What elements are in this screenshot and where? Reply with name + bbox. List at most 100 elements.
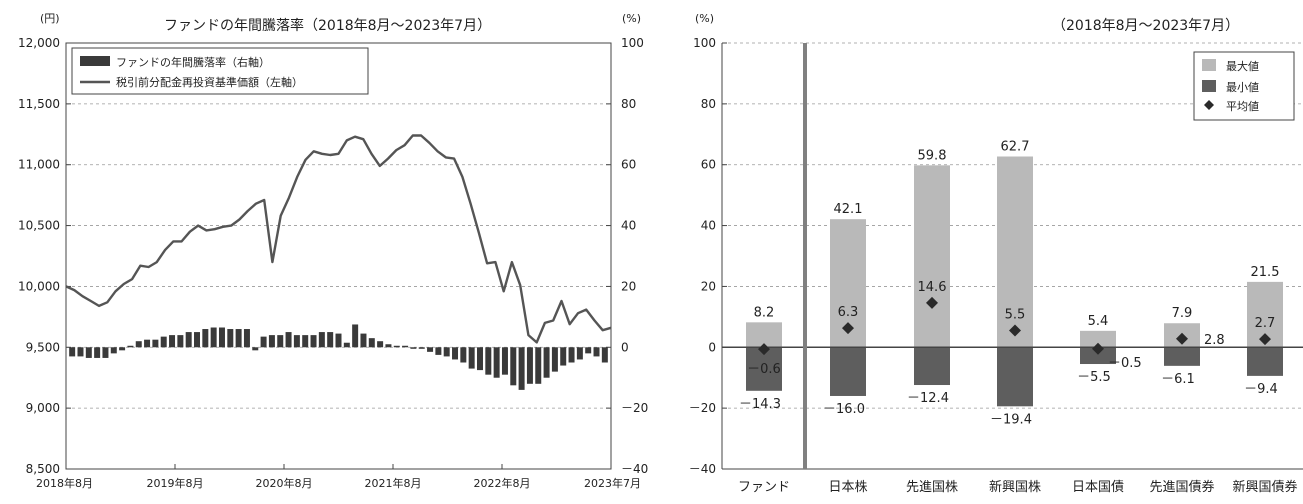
x-tick-label: 2019年8月 xyxy=(147,476,204,490)
return-bar xyxy=(285,332,292,348)
return-bar xyxy=(127,345,134,348)
max-label: 21.5 xyxy=(1251,265,1280,280)
category-label: 日本国債 xyxy=(1072,480,1124,495)
right-tick-label: 100 xyxy=(621,36,644,50)
avg-marker xyxy=(758,343,770,356)
return-bar xyxy=(493,347,500,378)
return-bar xyxy=(119,347,126,351)
y-tick-label: 60 xyxy=(701,158,716,172)
min-bar xyxy=(1164,347,1200,366)
x-tick-label: 2018年8月 xyxy=(36,476,93,490)
return-bar xyxy=(185,332,192,348)
y-tick-label: 80 xyxy=(701,97,716,111)
left-tick-label: 9,000 xyxy=(26,401,60,415)
left-tick-label: 8,500 xyxy=(26,462,60,476)
right-tick-label: 60 xyxy=(621,158,636,172)
legend-max-swatch xyxy=(1202,59,1216,71)
avg-label: 2.7 xyxy=(1255,316,1276,331)
max-bar xyxy=(914,165,950,348)
return-bar xyxy=(218,327,225,348)
return-bar xyxy=(243,329,250,348)
max-label: 8.2 xyxy=(754,305,775,320)
return-bar xyxy=(418,347,425,349)
return-bar xyxy=(427,347,434,352)
avg-marker xyxy=(1259,333,1271,346)
x-ticks: 2018年8月 2019年8月 2020年8月 2021年8月 2022年8月 2023年… xyxy=(36,464,641,490)
max-bar xyxy=(997,156,1033,348)
return-bar xyxy=(535,347,542,384)
avg-label: 5.5 xyxy=(1005,308,1026,323)
return-bar xyxy=(576,347,583,360)
return-bar xyxy=(110,347,117,354)
return-bar xyxy=(310,335,317,348)
return-bar xyxy=(393,345,400,348)
return-bar xyxy=(277,335,284,348)
y-tick-label: 40 xyxy=(701,219,716,233)
right-tick-label: －40 xyxy=(621,462,648,476)
return-bar xyxy=(135,341,142,348)
right-y-ticks: －40 －20 0 20 40 60 80 100 xyxy=(606,36,648,476)
left-legend: ファンドの年間騰落率（右軸） 税引前分配金再投資基準価額（左軸） xyxy=(71,47,369,95)
return-bar xyxy=(435,347,442,355)
return-bar xyxy=(318,332,325,348)
avg-marker xyxy=(1176,332,1188,345)
return-bars xyxy=(69,324,608,390)
max-label: 5.4 xyxy=(1088,314,1109,329)
range-bars xyxy=(746,156,1283,407)
return-bar xyxy=(293,335,300,348)
return-bar xyxy=(518,347,525,390)
right-tick-label: 40 xyxy=(621,219,636,233)
return-bar xyxy=(452,347,459,360)
min-bar xyxy=(1247,347,1283,376)
legend-min-swatch xyxy=(1202,80,1216,92)
min-label: －16.0 xyxy=(823,402,865,417)
max-label: 42.1 xyxy=(834,202,863,217)
max-label: 7.9 xyxy=(1172,306,1193,321)
category-label: 先進国株 xyxy=(906,480,958,495)
legend-min-label: 最小値 xyxy=(1226,81,1259,94)
y-tick-label: 20 xyxy=(701,279,716,293)
return-bar xyxy=(302,335,309,348)
return-bar xyxy=(85,347,92,358)
return-bar xyxy=(410,347,417,349)
category-label: 先進国債券 xyxy=(1149,479,1214,495)
return-bar xyxy=(443,347,450,357)
return-bar xyxy=(235,329,242,348)
return-bar xyxy=(327,332,334,348)
avg-marker xyxy=(842,322,854,335)
avg-label: 6.3 xyxy=(838,305,859,320)
return-bar xyxy=(360,333,367,348)
nav-line xyxy=(65,134,612,344)
return-bar xyxy=(377,341,384,348)
min-label: －14.3 xyxy=(739,397,781,412)
avg-label: －0.5 xyxy=(1108,356,1142,371)
max-bar xyxy=(1080,330,1116,348)
right-chart-y-ticks: －40 －20 0 20 40 60 80 100 xyxy=(689,36,727,476)
return-bar xyxy=(526,347,533,384)
legend-bar-label: ファンドの年間騰落率（右軸） xyxy=(116,55,270,69)
min-bar xyxy=(997,347,1033,407)
return-bar xyxy=(343,342,350,348)
x-tick-label: 2020年8月 xyxy=(256,476,313,490)
return-bar xyxy=(77,347,84,357)
return-bar xyxy=(460,347,467,363)
return-bar xyxy=(160,336,167,348)
left-tick-label: 10,000 xyxy=(18,279,60,293)
right-chart-unit: (%) xyxy=(695,12,714,25)
return-bar xyxy=(69,347,76,357)
left-y-ticks: 8,500 9,000 9,500 10,000 10,500 11,000 11,500 1… xyxy=(18,36,71,476)
avg-marker xyxy=(1009,324,1021,337)
return-bar xyxy=(593,347,600,357)
right-chart-title: （2018年8月～2023年7月） xyxy=(1052,18,1239,34)
return-bar xyxy=(501,347,508,375)
category-labels: ファンド 日本株 先進国株 新興国株 日本国債 先進国債券 新興国債券 xyxy=(738,479,1298,495)
return-bar xyxy=(476,347,483,371)
return-bar xyxy=(551,347,558,372)
min-label: －5.5 xyxy=(1077,370,1111,385)
category-label: 日本株 xyxy=(828,480,867,495)
average-markers xyxy=(758,296,1271,356)
return-bar xyxy=(335,333,342,348)
return-bar xyxy=(402,345,409,348)
return-bar xyxy=(601,347,608,363)
